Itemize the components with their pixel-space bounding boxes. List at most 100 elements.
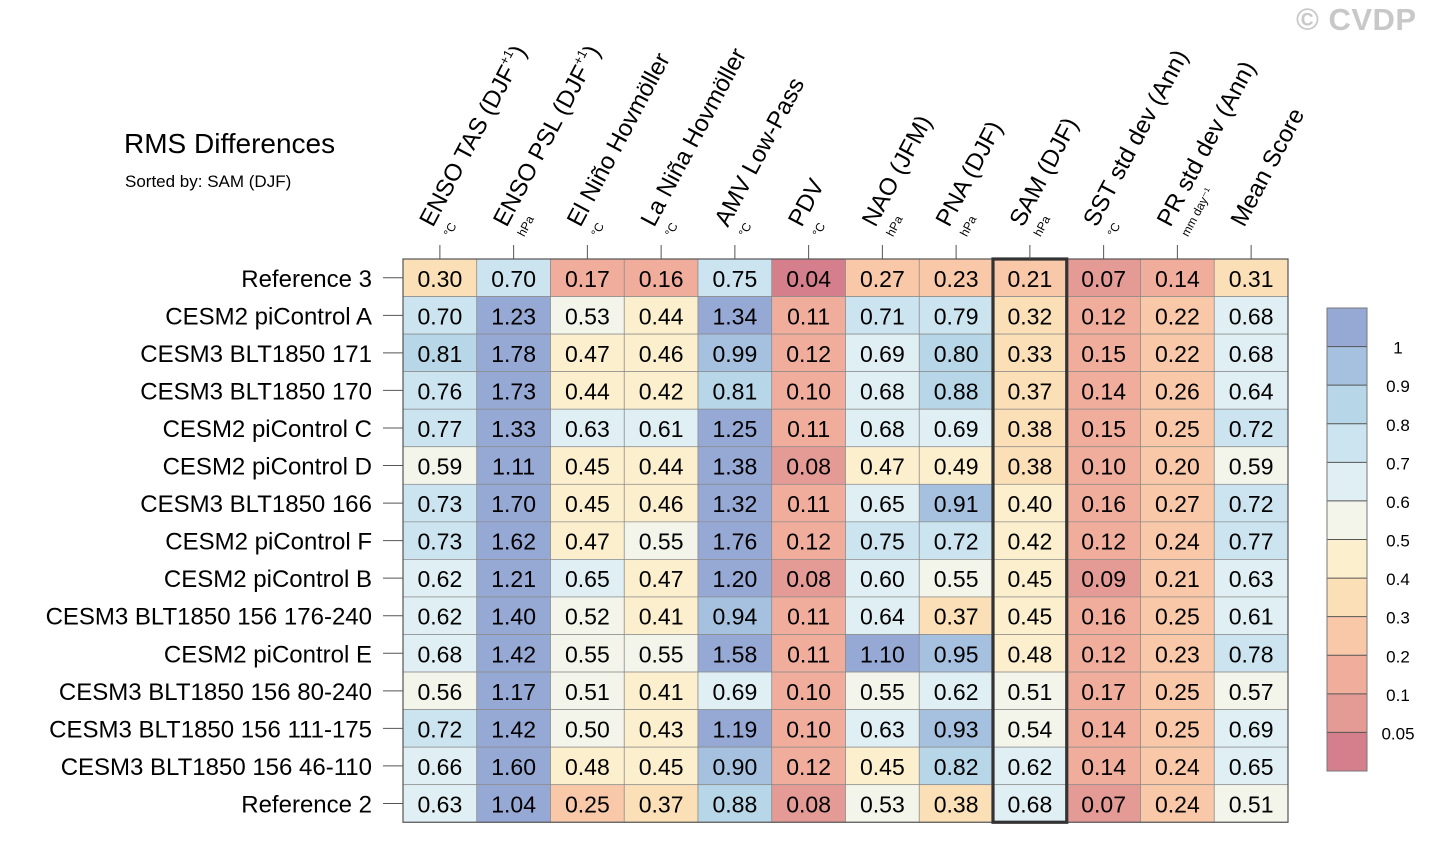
column-unit-label: °C xyxy=(736,220,755,239)
cell-value-label: 0.11 xyxy=(787,641,830,667)
cell-value-label: 0.68 xyxy=(1229,303,1274,329)
cell-value-label: 1.42 xyxy=(491,716,536,742)
cell-value-label: 0.27 xyxy=(860,266,905,292)
heatmap-cell xyxy=(992,296,1068,335)
row-label: CESM3 BLT1850 156 176-240 xyxy=(46,604,372,631)
heatmap-cell xyxy=(476,483,551,523)
heatmap-cell xyxy=(918,521,994,560)
cell-value-label: 0.53 xyxy=(860,791,905,817)
heatmap-cell xyxy=(697,709,773,748)
cell-value-label: 0.09 xyxy=(1081,566,1126,592)
heatmap-cell xyxy=(771,371,846,410)
colorbar-tick-label: 0.4 xyxy=(1386,570,1410,589)
cell-value-label: 1.11 xyxy=(492,454,535,480)
cell-value-label: 0.63 xyxy=(565,416,610,442)
heatmap-cell xyxy=(845,521,920,560)
heatmap-cell xyxy=(697,408,773,448)
heatmap-cell xyxy=(697,483,773,523)
heatmap-cell xyxy=(771,408,846,448)
heatmap-cell xyxy=(1140,634,1215,673)
column-label-main: Mean Score xyxy=(1226,104,1311,231)
heatmap-cell xyxy=(476,371,551,410)
colorbar-segment xyxy=(1327,616,1367,656)
heatmap-cell xyxy=(402,408,478,448)
cell-value-label: 0.30 xyxy=(417,266,462,292)
heatmap-cell xyxy=(771,446,846,485)
cell-value-label: 0.21 xyxy=(1007,266,1052,292)
colorbar-segment xyxy=(1327,423,1367,463)
cell-value-label: 0.63 xyxy=(1229,566,1274,592)
cell-value-label: 0.59 xyxy=(1229,454,1274,480)
column-label-sup: +1 xyxy=(570,47,590,67)
heatmap-cell xyxy=(845,483,920,523)
heatmap-cell xyxy=(771,671,846,710)
heatmap-cell xyxy=(1213,709,1289,748)
heatmap-cell xyxy=(623,483,699,523)
cell-value-label: 0.51 xyxy=(1229,791,1274,817)
colorbar-frame xyxy=(1326,307,1368,772)
heatmap-cell xyxy=(918,296,994,335)
colorbar-segment xyxy=(1327,500,1367,540)
cell-value-label: 0.44 xyxy=(639,303,684,329)
heatmap-cell xyxy=(1066,258,1141,297)
heatmap-cell xyxy=(476,559,551,598)
cell-value-label: 0.47 xyxy=(565,529,610,555)
column-label-main: NAO (JFM) xyxy=(857,111,938,231)
heatmap-cell xyxy=(402,559,478,598)
cell-value-label: 0.91 xyxy=(934,491,979,517)
cell-value-label: 0.15 xyxy=(1081,416,1126,442)
heatmap-cell xyxy=(1213,483,1289,523)
row-labels: Reference 3 CESM2 piControl A CESM3 BLT185… xyxy=(46,266,403,818)
cell-value-label: 0.08 xyxy=(786,454,831,480)
heatmap-cell xyxy=(845,784,920,823)
heatmap-cell xyxy=(992,446,1068,485)
heatmap-cell xyxy=(623,371,699,410)
heatmap-cell xyxy=(1140,483,1215,523)
cell-value-label: 1.32 xyxy=(712,491,757,517)
colorbar-tick-label: 0.7 xyxy=(1386,454,1410,473)
cell-value-label: 0.88 xyxy=(712,791,757,817)
column-label-text: PDV xyxy=(783,175,830,231)
cell-value-label: 0.10 xyxy=(786,716,831,742)
heatmap-cell xyxy=(992,371,1068,410)
heatmap-cell xyxy=(845,559,920,598)
colorbar-segment xyxy=(1327,539,1367,579)
cell-value-label: 0.14 xyxy=(1081,716,1126,742)
heatmap-cell xyxy=(550,521,625,560)
heatmap-cell xyxy=(476,709,551,748)
cell-value-label: 0.59 xyxy=(417,454,462,480)
column-label: PDV°C xyxy=(783,175,830,239)
cell-value-label: 0.42 xyxy=(1007,529,1052,555)
cell-value-label: 0.90 xyxy=(712,754,757,780)
cell-value-label: 0.11 xyxy=(787,303,830,329)
cell-value-label: 0.37 xyxy=(934,604,979,630)
cell-value-label: 0.08 xyxy=(786,791,831,817)
heatmap-cell xyxy=(1140,333,1215,373)
cell-value-label: 0.48 xyxy=(1007,641,1052,667)
column-label-sup: +1 xyxy=(496,47,516,67)
cell-value-label: 0.77 xyxy=(1229,529,1274,555)
heatmap-cell xyxy=(918,258,994,297)
heatmap-cell xyxy=(1140,746,1215,786)
cell-value-label: 0.11 xyxy=(787,604,830,630)
heatmap-cell xyxy=(623,559,699,598)
cell-value-label: 0.88 xyxy=(934,378,979,404)
cell-value-label: 0.24 xyxy=(1155,791,1200,817)
cell-value-label: 0.11 xyxy=(787,416,830,442)
heatmap-cell xyxy=(402,483,478,523)
cell-value-label: 0.57 xyxy=(1229,679,1274,705)
heatmap-cell xyxy=(992,784,1068,823)
heatmap-cell xyxy=(845,746,920,786)
heatmap-cell xyxy=(918,784,994,823)
heatmap-cell xyxy=(918,559,994,598)
row-label: Reference 2 xyxy=(241,791,372,818)
cell-value-label: 1.25 xyxy=(712,416,757,442)
cell-value-label: 0.04 xyxy=(786,266,831,292)
cell-value-label: 0.12 xyxy=(786,754,831,780)
row-label: CESM3 BLT1850 156 80-240 xyxy=(59,679,372,706)
row-label: CESM2 piControl D xyxy=(163,454,372,481)
cell-value-label: 0.37 xyxy=(639,791,684,817)
cell-value-label: 0.46 xyxy=(639,491,684,517)
cell-value-label: 0.77 xyxy=(417,416,462,442)
cell-value-label: 0.72 xyxy=(1229,416,1274,442)
